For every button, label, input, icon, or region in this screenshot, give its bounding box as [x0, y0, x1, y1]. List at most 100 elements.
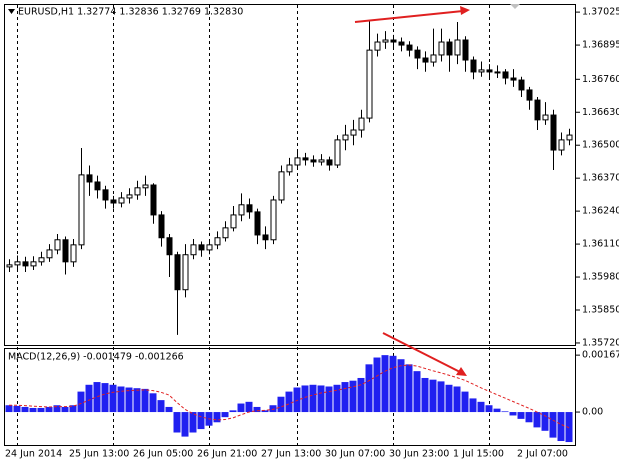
candle-body — [406, 44, 413, 51]
candle-body — [318, 159, 325, 163]
arrow-head — [460, 6, 470, 15]
candle-body — [166, 237, 173, 256]
candle-body — [510, 77, 517, 81]
x-tick-label: 30 Jun 23:00 — [389, 449, 449, 460]
histogram-bar — [61, 406, 69, 413]
histogram-bar — [213, 412, 221, 423]
histogram-bar — [309, 384, 317, 413]
price-panel — [4, 4, 576, 346]
histogram-bar — [373, 357, 381, 413]
histogram-bar — [45, 406, 53, 413]
histogram-bar — [117, 386, 125, 413]
candle-body — [286, 164, 293, 173]
y-tick-label: 1.36895 — [582, 40, 619, 51]
candle-body — [494, 71, 501, 74]
y-tick-label: 0.00 — [582, 407, 603, 418]
candle-body — [254, 211, 261, 236]
candle-body — [342, 134, 349, 141]
candle-body — [6, 264, 13, 268]
histogram-bar — [525, 412, 533, 423]
candle-body — [478, 69, 485, 73]
histogram-bar — [325, 386, 333, 413]
y-tick-label: 1.35980 — [582, 272, 619, 283]
histogram-bar — [133, 388, 141, 413]
menu-marker[interactable] — [8, 9, 15, 14]
histogram-bar — [5, 405, 13, 413]
histogram-bar — [93, 382, 101, 413]
y-tick-label: 1.36630 — [582, 107, 619, 118]
x-tick-label: 1 Jul 15:00 — [453, 449, 504, 460]
x-tick-label: 2 Jul 07:00 — [517, 449, 568, 460]
candle-body — [62, 239, 69, 263]
candle-body — [174, 254, 181, 291]
histogram-bar — [141, 388, 149, 413]
x-tick-label: 27 Jun 13:00 — [261, 449, 321, 460]
histogram-bar — [13, 405, 21, 413]
y-tick-label: 0.00167 — [582, 350, 619, 361]
histogram-bar — [557, 412, 565, 442]
histogram-bar — [405, 364, 413, 413]
marks: 1.37025 1.36895 1.36760 1.36630 1.36500 1.363… — [5, 7, 619, 460]
histogram-bar — [453, 386, 461, 413]
histogram-bar — [517, 412, 525, 419]
trend-arrow — [382, 332, 461, 373]
histogram-bar — [365, 364, 373, 413]
histogram-bar — [245, 401, 253, 413]
candle-body — [350, 129, 357, 136]
signal-line — [9, 364, 570, 429]
histogram-bar — [549, 412, 557, 438]
histogram-bar — [469, 398, 477, 413]
histogram-bar — [173, 412, 181, 433]
histogram-bar — [269, 405, 277, 413]
histogram-bar — [429, 379, 437, 413]
candle-body — [414, 49, 421, 59]
candle-body — [118, 197, 125, 204]
candle-body — [470, 59, 477, 73]
candle-body — [38, 257, 45, 263]
candle-body — [22, 261, 29, 267]
histogram-bar — [157, 400, 165, 413]
candle-body — [566, 134, 573, 141]
y-tick-label: 1.36370 — [582, 173, 619, 184]
histogram-bar — [477, 401, 485, 413]
candle-body — [534, 99, 541, 121]
y-tick-label: 1.35720 — [582, 337, 619, 348]
x-tick-label: 26 Jun 05:00 — [133, 449, 193, 460]
candle-body — [46, 249, 53, 259]
histogram-bar — [493, 408, 501, 413]
histogram-bar — [189, 412, 197, 433]
candle-body — [398, 41, 405, 46]
histogram-bar — [69, 405, 77, 413]
candle-body — [446, 41, 453, 56]
candle-body — [142, 184, 149, 189]
histogram-bar — [277, 396, 285, 413]
y-tick-label: 1.36760 — [582, 74, 619, 85]
histogram-bar — [565, 412, 573, 443]
histogram-bar — [37, 407, 45, 413]
histogram-bar — [229, 410, 237, 413]
candle-body — [374, 41, 381, 51]
annotations — [354, 6, 470, 376]
candle-body — [102, 189, 109, 201]
x-tick-label: 26 Jun 21:00 — [197, 449, 257, 460]
candle-body — [54, 239, 61, 251]
histogram-bar — [85, 384, 93, 413]
histogram-bar — [237, 403, 245, 413]
candle-body — [430, 54, 437, 63]
histogram-bar — [125, 387, 133, 413]
histogram-bar — [29, 407, 37, 413]
candle-body — [502, 71, 509, 79]
histogram-bar — [509, 412, 517, 416]
histogram-bar — [341, 382, 349, 413]
histogram-bar — [253, 406, 261, 413]
candle-body — [326, 159, 333, 166]
candle-body — [230, 214, 237, 229]
candle-body — [294, 157, 301, 166]
macd-panel — [4, 348, 576, 446]
histogram-bar — [349, 380, 357, 413]
candle-body — [70, 244, 77, 263]
candle-body — [126, 194, 133, 199]
candle-body — [270, 199, 277, 241]
